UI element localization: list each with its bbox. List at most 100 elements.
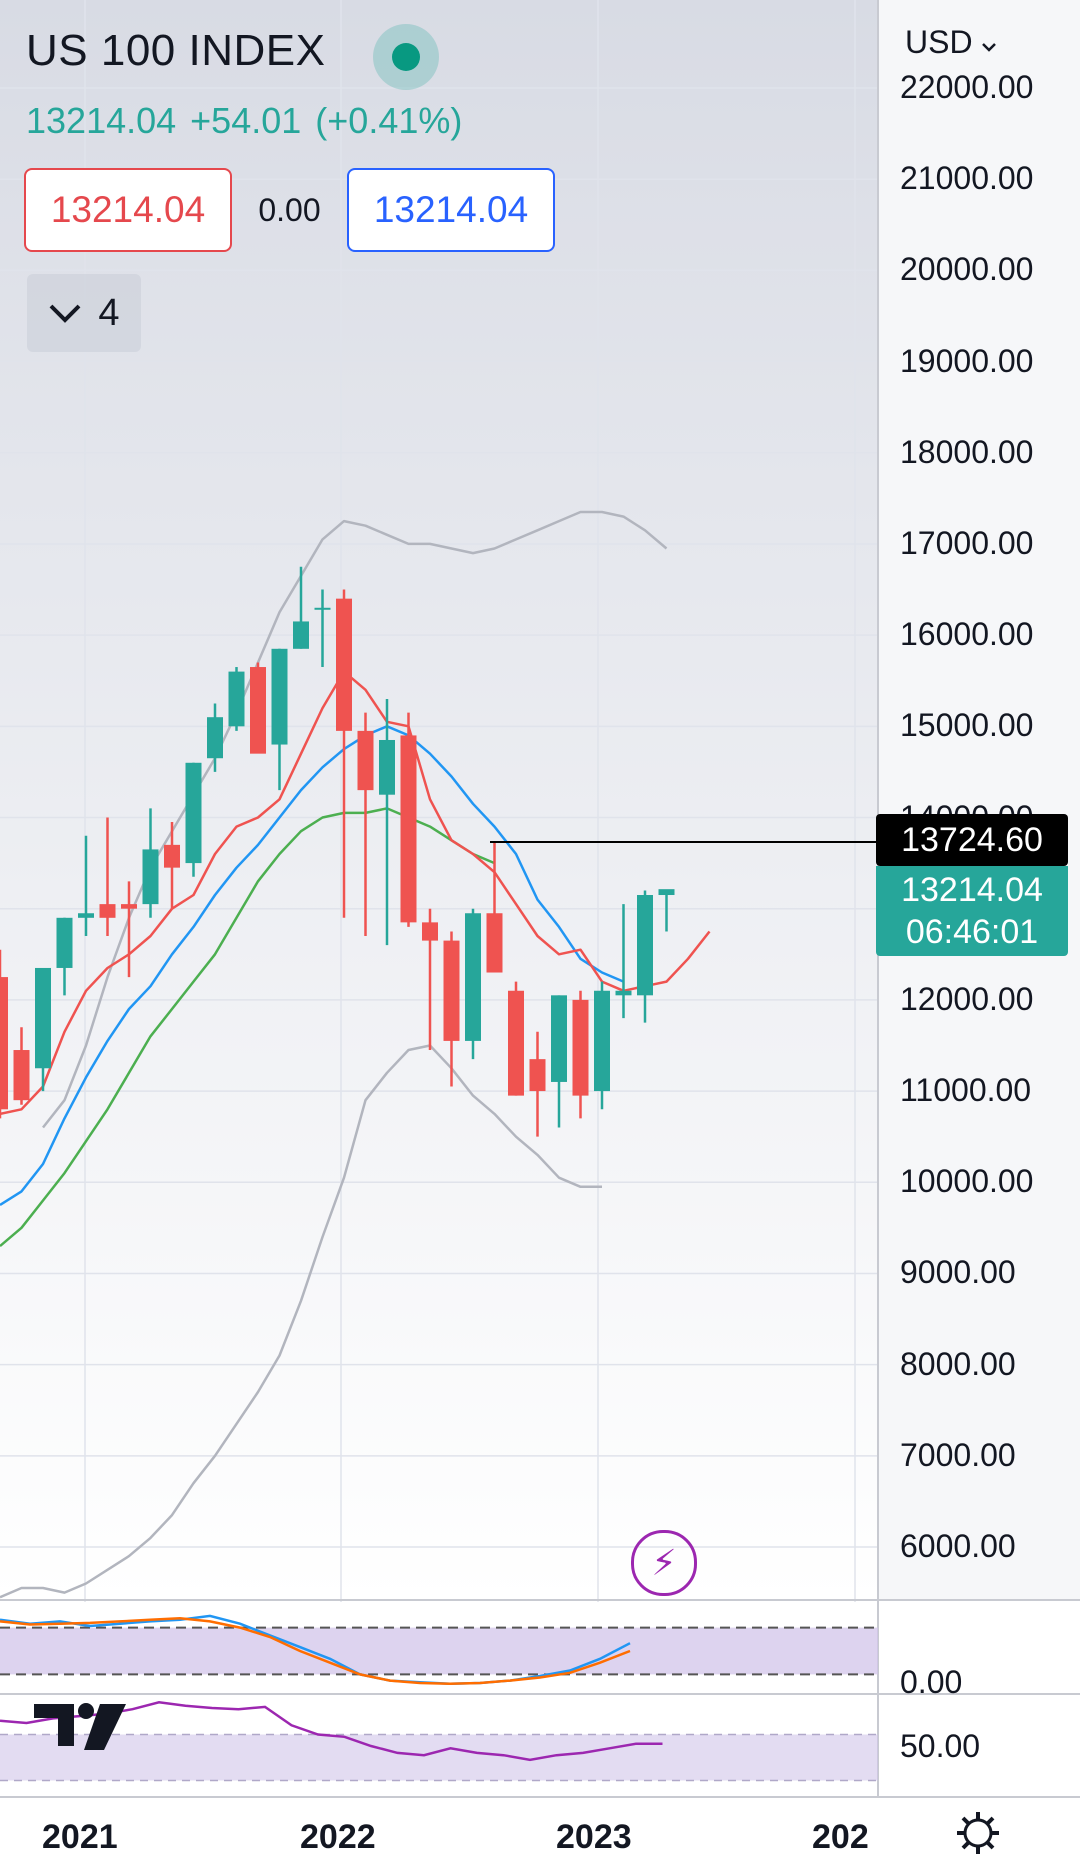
candle-body <box>379 739 395 795</box>
sell-button[interactable]: 13214.04 <box>24 168 232 252</box>
candle-up <box>228 667 245 731</box>
symbol-title[interactable]: US 100 INDEX <box>26 26 326 75</box>
candle-body <box>78 913 94 918</box>
candle-down <box>400 712 417 927</box>
candle-down <box>121 881 137 978</box>
candle-up <box>185 762 202 877</box>
candle-body <box>142 849 159 905</box>
candle-body <box>13 1050 30 1101</box>
grid-lines <box>0 0 878 1797</box>
candle-down <box>508 981 524 1096</box>
stochastic-indicator <box>0 1614 878 1686</box>
candle-up <box>658 889 675 932</box>
indicators-toggle[interactable]: 4 <box>27 274 141 352</box>
candle-up <box>314 589 331 668</box>
candle-body <box>594 990 610 1092</box>
candle-body <box>99 904 116 918</box>
current-price-value: 13214.04 <box>901 871 1043 909</box>
rsi-band <box>0 1734 878 1781</box>
candle-down <box>0 949 8 1119</box>
high-price-label: 13724.60 <box>876 814 1068 866</box>
candle-body <box>357 730 374 791</box>
candle-body <box>486 913 503 973</box>
candle-down <box>486 842 503 973</box>
candle-body <box>250 667 266 754</box>
candle-body <box>508 990 524 1096</box>
candle-body <box>207 717 223 759</box>
tradingview-logo <box>34 1703 126 1750</box>
candle-body <box>0 977 8 1110</box>
candle-down <box>13 1027 30 1105</box>
candle-body <box>314 607 331 610</box>
gear-icon[interactable] <box>955 1810 1001 1856</box>
chevron-down-icon <box>50 304 81 323</box>
price-summary: 13214.04 +54.01 (+0.41%) <box>26 100 476 142</box>
candle-up <box>271 648 288 791</box>
currency-selector[interactable]: USD <box>905 24 997 61</box>
price-tick-label: 6000.00 <box>900 1528 1016 1564</box>
candle-up <box>293 566 309 649</box>
time-tick-label: 2023 <box>556 1818 632 1856</box>
candle-body <box>443 940 460 1041</box>
price-tick-label: 10000.00 <box>900 1163 1034 1200</box>
price-tick-label: 7000.00 <box>900 1436 1016 1473</box>
candle-body <box>400 735 417 923</box>
ma-mid-line <box>0 725 624 1207</box>
price-change-percent: (+0.41%) <box>315 100 463 141</box>
last-price: 13214.04 <box>26 100 177 141</box>
candle-up <box>465 908 481 1060</box>
price-tick-label: 21000.00 <box>900 160 1034 197</box>
price-tick-label: 15000.00 <box>900 707 1034 744</box>
candle-body <box>293 621 309 649</box>
buy-button[interactable]: 13214.04 <box>347 168 555 252</box>
rsi-indicator <box>0 1701 878 1782</box>
candle-body <box>271 648 288 745</box>
market-open-indicator <box>392 43 420 71</box>
candle-down <box>357 712 374 937</box>
candle-up <box>56 917 73 996</box>
candles <box>0 566 675 1137</box>
time-axis <box>0 1798 1080 1862</box>
candle-down <box>336 589 352 918</box>
plot-background <box>0 0 878 1600</box>
price-tick-label: 20000.00 <box>900 251 1034 288</box>
status-dot-icon <box>373 24 439 90</box>
candle-up <box>379 698 395 946</box>
candle-up <box>615 904 632 1019</box>
rsi-axis-label: 50.00 <box>900 1728 981 1764</box>
candle-up <box>142 808 159 918</box>
price-tick-label: 12000.00 <box>900 980 1034 1017</box>
price-tick-label: 19000.00 <box>900 342 1034 379</box>
time-tick-label: 2021 <box>42 1818 118 1856</box>
price-tick-label: 17000.00 <box>900 524 1034 561</box>
candle-body <box>422 922 438 941</box>
candle-body <box>56 917 73 968</box>
candle-body <box>121 904 137 909</box>
candle-body <box>615 990 632 996</box>
candle-body <box>164 844 180 868</box>
current-price-label: 13214.04 06:46:01 <box>876 866 1068 956</box>
price-change: +54.01 <box>190 100 302 141</box>
lightning-icon[interactable]: ⚡ <box>631 1530 697 1596</box>
candle-down <box>422 908 438 1051</box>
price-tick-label: 22000.00 <box>900 69 1034 105</box>
price-tick-label: 18000.00 <box>900 433 1034 470</box>
candle-up <box>207 703 223 772</box>
candle-body <box>35 967 51 1069</box>
candle-body <box>551 995 567 1082</box>
candle-body <box>228 671 245 727</box>
chevron-down-icon <box>982 43 997 52</box>
candle-up <box>637 890 653 1023</box>
candle-up <box>551 995 567 1128</box>
axis-background <box>878 0 1080 1600</box>
time-tick-label: 202 <box>812 1818 869 1856</box>
candle-down <box>99 817 116 937</box>
candle-body <box>658 889 675 896</box>
candle-body <box>572 999 589 1096</box>
time-tick-label: 2022 <box>300 1818 376 1856</box>
candle-up <box>594 981 610 1110</box>
candle-up <box>35 967 51 1092</box>
spread-value: 0.00 <box>258 191 321 228</box>
candle-body <box>465 913 481 1041</box>
